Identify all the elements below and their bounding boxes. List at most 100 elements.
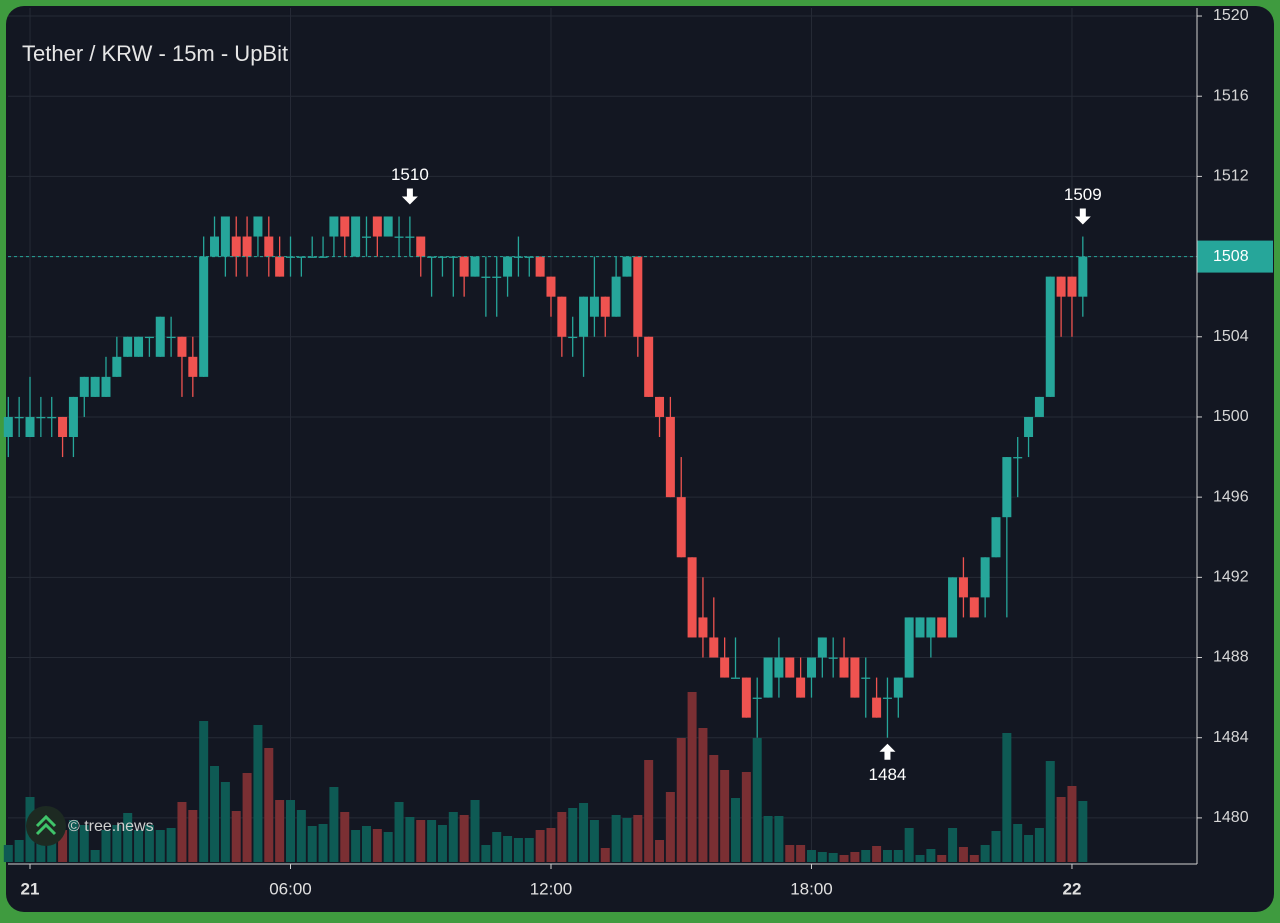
- volume-bar: [557, 812, 567, 862]
- candle-body: [427, 256, 437, 258]
- volume-bar: [1067, 786, 1077, 862]
- candle-body: [524, 256, 534, 258]
- volume-bar: [709, 755, 719, 862]
- volume-bar: [513, 838, 523, 862]
- volume-bar: [980, 845, 990, 862]
- candle-body: [828, 657, 838, 659]
- candle-body: [372, 216, 382, 237]
- volume-bar: [882, 850, 892, 862]
- volume-bar: [937, 855, 947, 862]
- candles: [3, 216, 1088, 738]
- volume-bar: [665, 792, 675, 862]
- volume-bar: [915, 855, 925, 862]
- candle-body: [14, 416, 24, 419]
- candle-body: [806, 657, 816, 678]
- candle-body: [752, 697, 762, 699]
- volume-bar: [361, 826, 371, 862]
- candle-body: [459, 256, 469, 277]
- candle-body: [47, 416, 57, 419]
- candle-body: [329, 216, 339, 237]
- annotation-label: 1509: [1064, 185, 1102, 204]
- candle-body: [579, 296, 589, 337]
- volume-bar: [503, 836, 513, 862]
- volume-bar: [90, 850, 100, 862]
- volume-bar: [416, 820, 426, 862]
- y-tick-label: 1520: [1213, 7, 1249, 24]
- volume-bar: [785, 845, 795, 862]
- candle-body: [144, 336, 154, 339]
- y-tick-label: 1516: [1213, 87, 1249, 104]
- candle-body: [731, 677, 741, 679]
- volume-bar: [1002, 733, 1012, 862]
- candle-body: [79, 376, 89, 397]
- annotation-arrow: [1074, 208, 1091, 225]
- candle-body: [720, 657, 730, 678]
- volume-bar: [1024, 835, 1034, 862]
- candle-body: [416, 236, 426, 257]
- volume-bar: [741, 772, 751, 862]
- x-tick-label: 21: [21, 879, 40, 898]
- volume-bar: [437, 825, 447, 862]
- candle-body: [492, 276, 502, 278]
- labels: 1480 1484 1488 1492 1496 1500 1504 1508 1512 1516…: [8, 7, 1273, 898]
- watermark-text: © tree.news: [68, 818, 154, 835]
- volume: [3, 692, 1088, 862]
- candle-body: [220, 216, 230, 257]
- candle-body: [763, 657, 773, 698]
- x-tick-label: 18:00: [790, 879, 833, 898]
- candle-body: [112, 356, 122, 377]
- y-tick-label: 1500: [1213, 408, 1249, 425]
- volume-bar: [210, 766, 220, 862]
- candle-body: [123, 336, 133, 357]
- volume-bar: [264, 748, 274, 862]
- candle-body: [275, 256, 285, 277]
- candle-body: [199, 256, 209, 377]
- volume-bar: [79, 825, 89, 862]
- volume-bar: [1078, 801, 1088, 862]
- candle-body: [991, 517, 1001, 558]
- candle-body: [231, 236, 241, 257]
- candle-body: [980, 557, 990, 598]
- volume-bar: [655, 840, 665, 862]
- volume-bar: [524, 838, 534, 862]
- volume-bar: [589, 820, 599, 862]
- volume-bar: [112, 825, 122, 862]
- candle-body: [655, 396, 665, 417]
- volume-bar: [242, 773, 252, 862]
- y-tick-label: 1496: [1213, 488, 1249, 505]
- candle-body: [741, 677, 751, 718]
- volume-bar: [991, 831, 1001, 862]
- y-tick-label: 1488: [1213, 649, 1249, 666]
- candle-body: [850, 657, 860, 698]
- candle-body: [361, 236, 371, 238]
- volume-bar: [188, 810, 198, 862]
- volume-bar: [1056, 797, 1066, 862]
- candle-body: [25, 416, 35, 438]
- candle-body: [242, 236, 252, 257]
- volume-bar: [752, 738, 762, 862]
- annotation-label: 1484: [869, 765, 907, 784]
- volume-bar: [796, 845, 806, 862]
- volume-bar: [828, 853, 838, 862]
- y-tick-label: 1492: [1213, 569, 1249, 586]
- volume-bar: [633, 815, 643, 862]
- volume-bar: [969, 855, 979, 862]
- volume-bar: [372, 829, 382, 862]
- volume-bar: [253, 725, 263, 862]
- volume-bar: [123, 813, 133, 862]
- candle-body: [1024, 416, 1034, 438]
- candle-body: [285, 256, 295, 258]
- volume-bar: [806, 850, 816, 862]
- candle-body: [296, 256, 306, 258]
- volume-bar: [720, 770, 730, 862]
- candle-body: [351, 216, 361, 257]
- candle-body: [264, 236, 274, 257]
- candle-body: [1034, 396, 1044, 417]
- candle-body: [665, 416, 675, 498]
- volume-bar: [622, 818, 632, 862]
- volume-bar: [774, 816, 784, 862]
- volume-bar: [134, 830, 144, 862]
- candle-body: [622, 256, 632, 277]
